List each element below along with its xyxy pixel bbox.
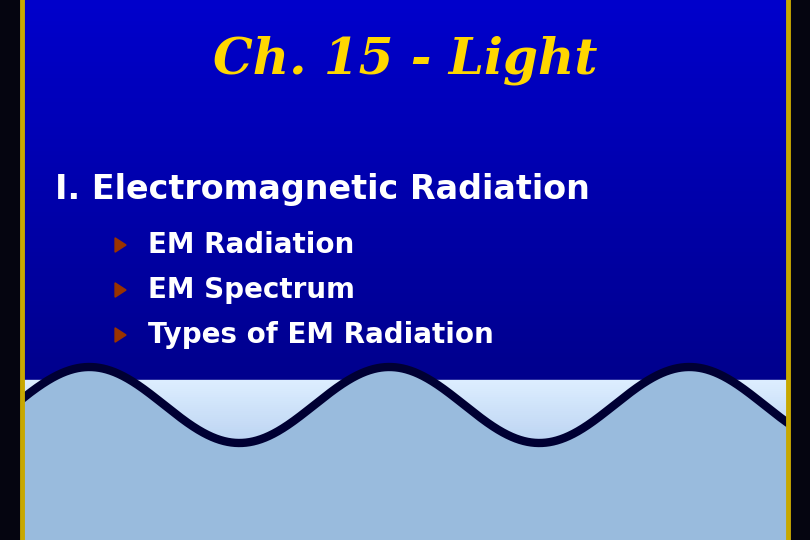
Text: I. Electromagnetic Radiation: I. Electromagnetic Radiation <box>55 173 590 206</box>
Polygon shape <box>0 367 810 540</box>
Bar <box>0 0 22 540</box>
Bar <box>788 0 810 540</box>
Text: EM Radiation: EM Radiation <box>148 231 354 259</box>
Text: Ch. 15 - Light: Ch. 15 - Light <box>213 35 597 85</box>
Polygon shape <box>115 283 126 297</box>
Polygon shape <box>115 328 126 342</box>
Text: Types of EM Radiation: Types of EM Radiation <box>148 321 494 349</box>
Polygon shape <box>115 238 126 252</box>
Text: EM Spectrum: EM Spectrum <box>148 276 355 304</box>
